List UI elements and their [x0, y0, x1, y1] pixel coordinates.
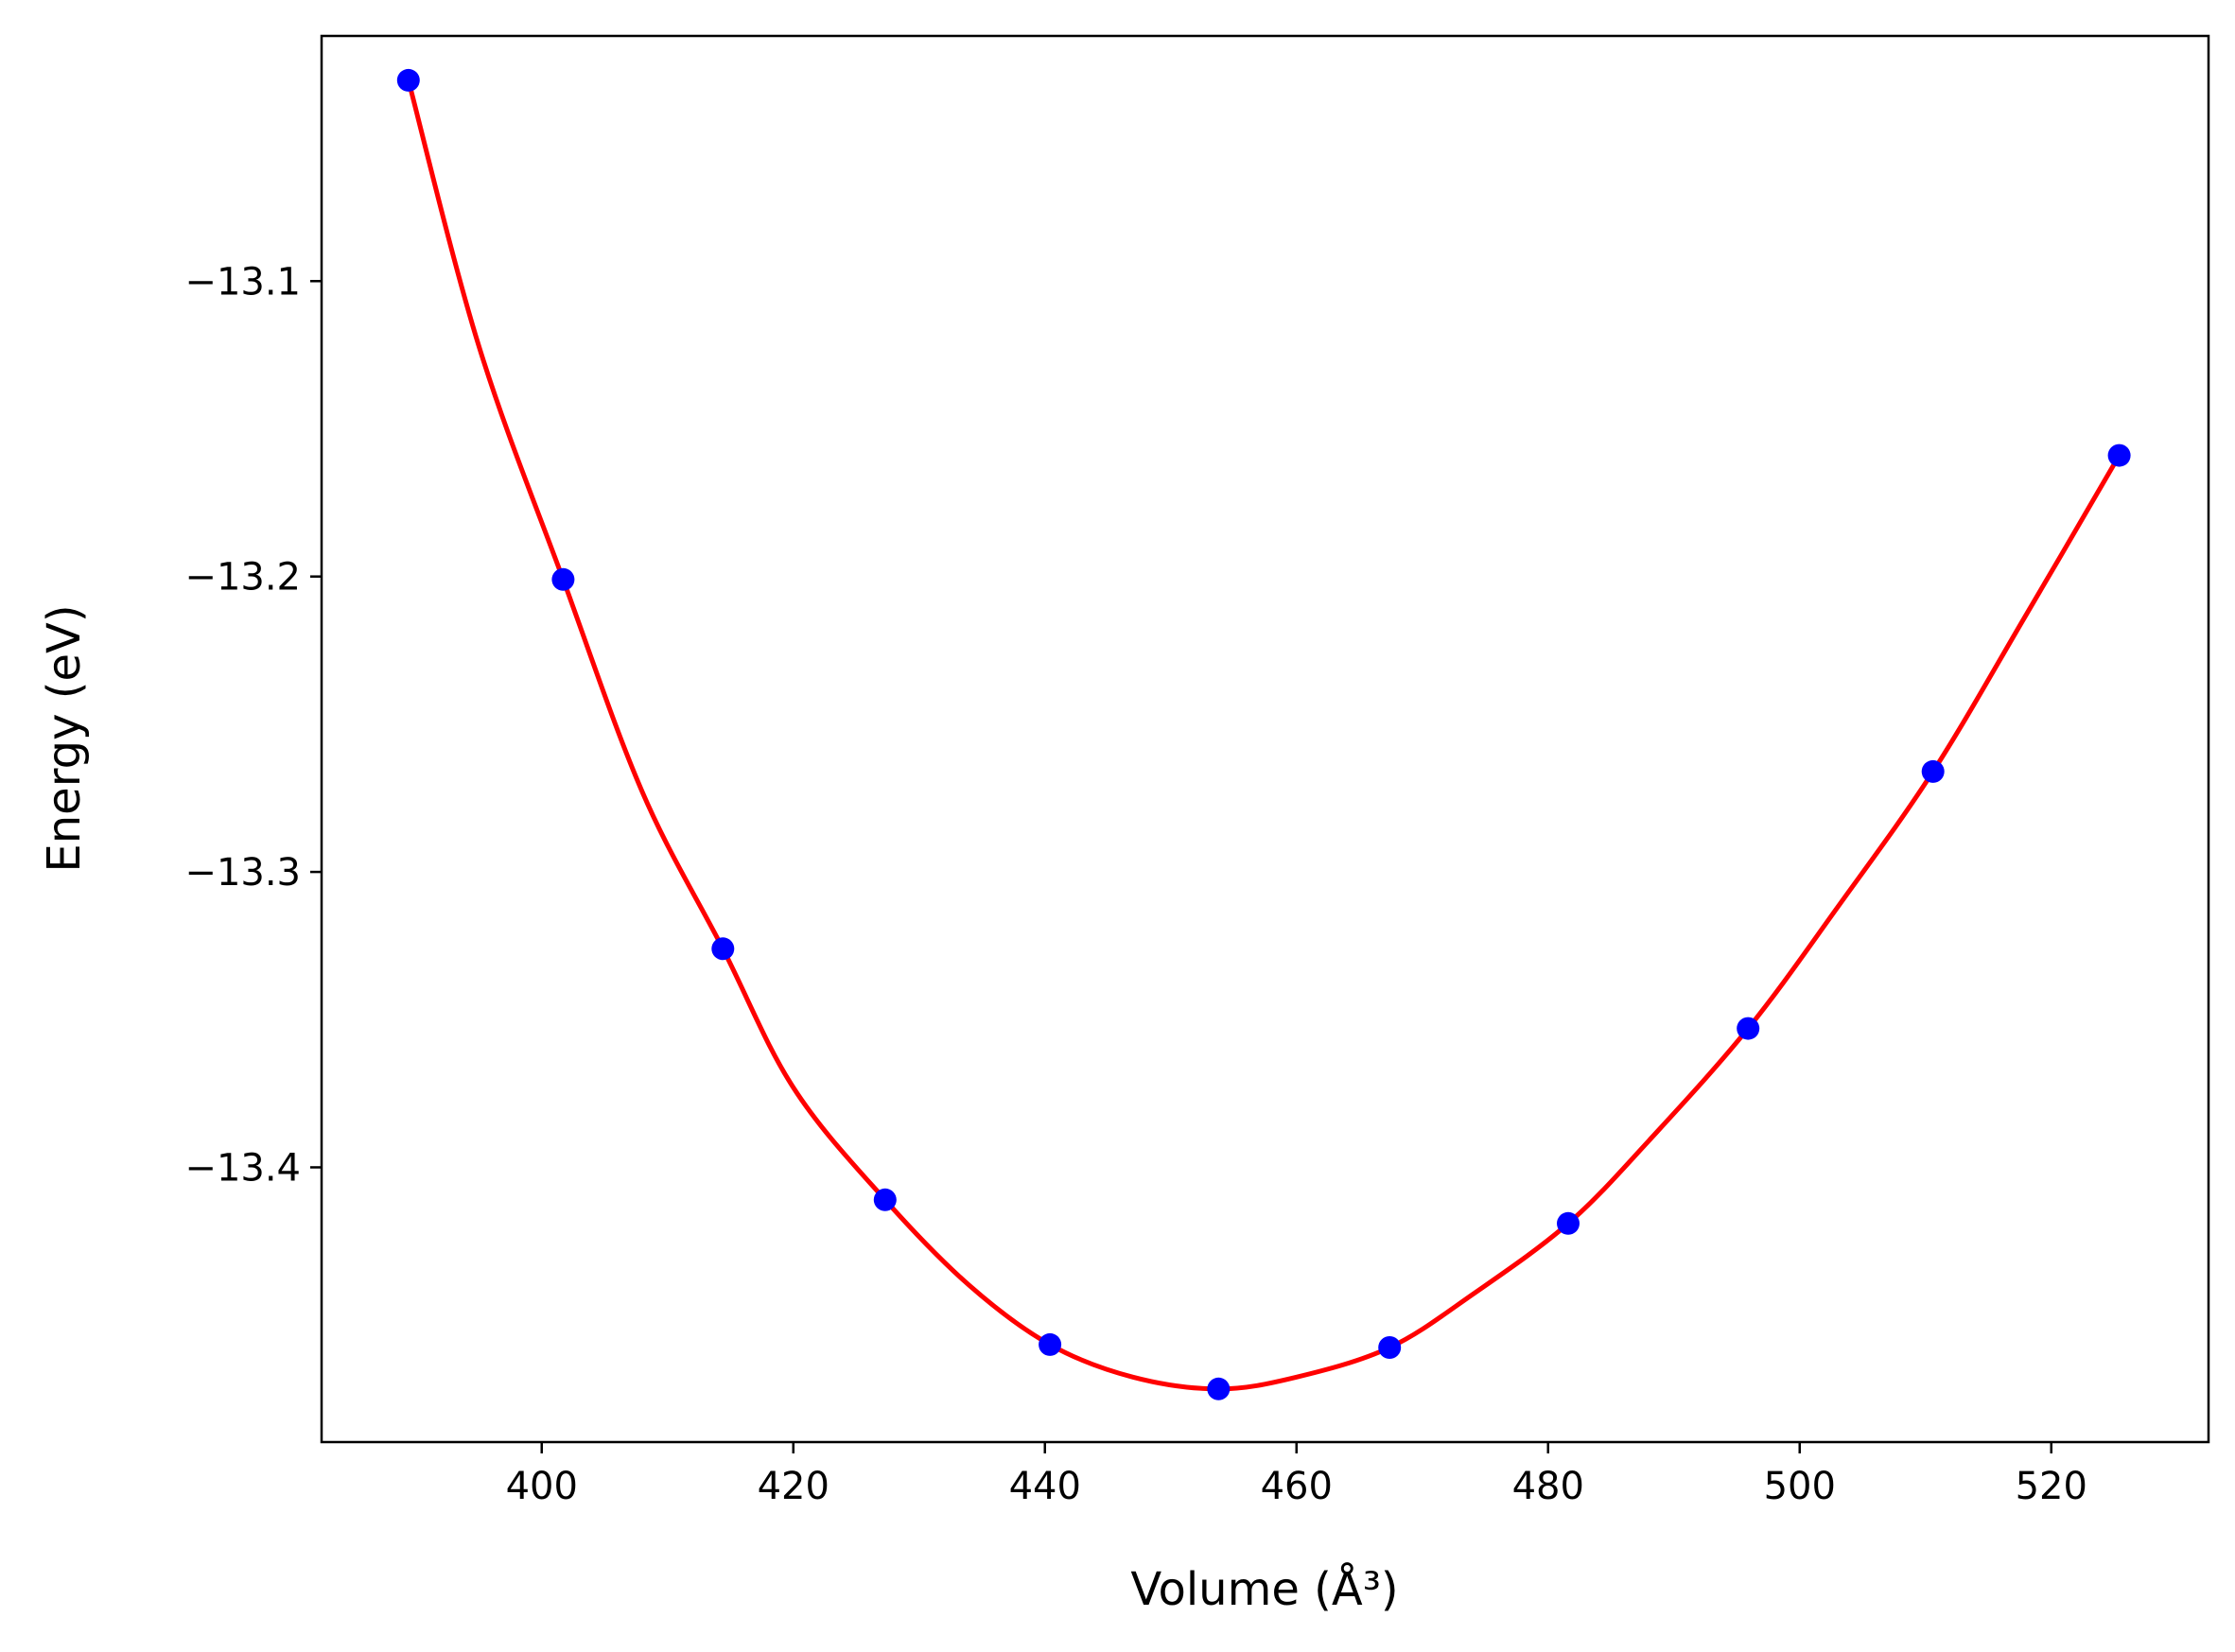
- x-tick-label: 500: [1764, 1465, 1836, 1508]
- x-tick-label: 520: [2016, 1465, 2087, 1508]
- data-point: [873, 1188, 897, 1211]
- x-tick-label: 400: [506, 1465, 578, 1508]
- x-tick-label: 460: [1261, 1465, 1333, 1508]
- y-tick-label: −13.4: [184, 1146, 301, 1190]
- data-point: [711, 937, 735, 961]
- x-axis-label: Volume (Å³): [1130, 1562, 1398, 1616]
- plot-area: [396, 68, 2131, 1400]
- data-point: [396, 68, 420, 92]
- y-tick-label: −13.2: [184, 556, 301, 600]
- fit-curve-line: [406, 79, 2122, 1392]
- plot-frame: [320, 34, 2210, 1444]
- data-point: [2107, 443, 2131, 467]
- y-axis-label: Energy (eV): [38, 604, 91, 872]
- data-point: [1378, 1336, 1402, 1359]
- x-axis: 400 420 440 460 480 500 520: [506, 1442, 2087, 1508]
- y-axis: −13.1 −13.2 −13.3 −13.4: [184, 260, 322, 1190]
- x-tick-label: 440: [1009, 1465, 1081, 1508]
- data-point: [1557, 1211, 1580, 1235]
- data-point: [1207, 1377, 1231, 1400]
- x-tick-label: 480: [1512, 1465, 1584, 1508]
- y-tick-label: −13.3: [184, 851, 301, 895]
- y-tick-label: −13.1: [184, 260, 301, 304]
- data-point: [1737, 1017, 1760, 1040]
- data-point: [1039, 1332, 1062, 1356]
- data-point: [1921, 759, 1945, 783]
- data-point: [551, 567, 575, 591]
- x-tick-label: 420: [758, 1465, 829, 1508]
